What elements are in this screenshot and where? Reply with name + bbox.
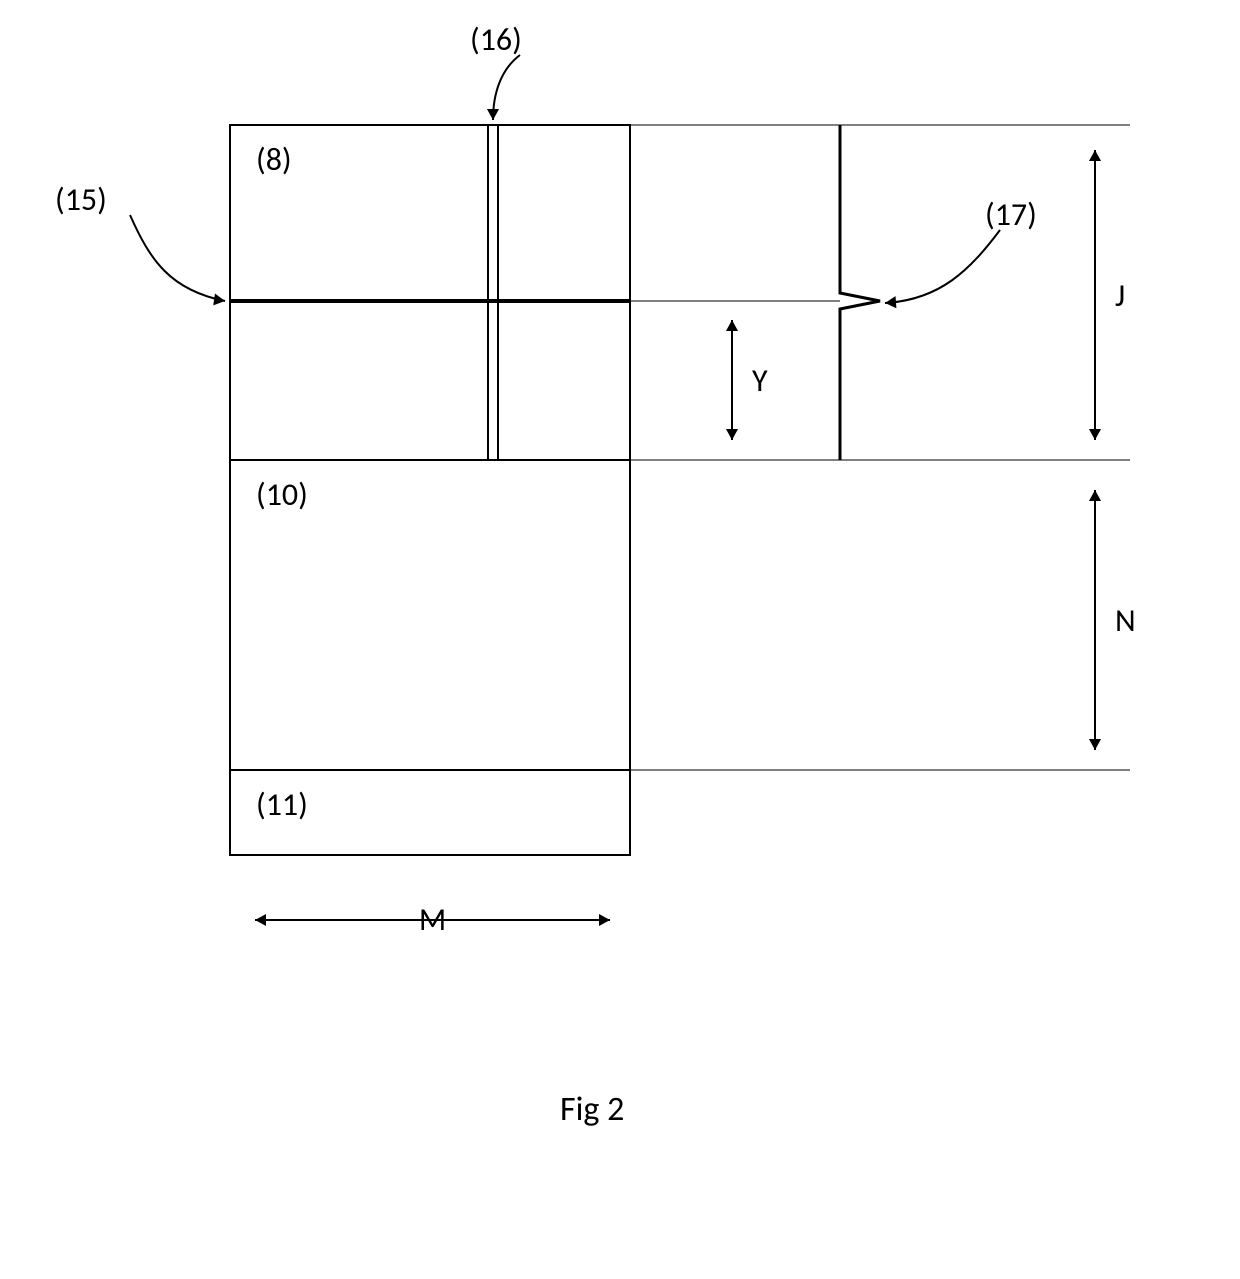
callout-label: (15): [55, 180, 107, 219]
arrowhead: [1089, 429, 1101, 440]
dim-label: Y: [752, 361, 768, 400]
dim-label: M: [419, 900, 446, 939]
arrowhead: [599, 914, 610, 926]
arrowhead: [726, 429, 738, 440]
arrowhead: [1089, 739, 1101, 750]
callout-label: (17): [985, 195, 1037, 234]
region-label: (8): [256, 140, 292, 179]
callout-leader: [885, 230, 1000, 303]
dim-label: J: [1115, 276, 1125, 315]
arrowhead: [1089, 150, 1101, 161]
arrowhead: [213, 293, 225, 305]
region-label: (11): [256, 785, 308, 824]
region-label: (10): [256, 475, 308, 514]
callout-label: (16): [470, 20, 522, 59]
figure-caption: Fig 2: [560, 1089, 624, 1130]
arrowhead: [1089, 490, 1101, 501]
arrowhead: [487, 109, 499, 120]
arrowhead: [255, 914, 266, 926]
arrowhead: [885, 296, 896, 308]
arrowhead: [726, 320, 738, 331]
dim-label: N: [1115, 601, 1136, 640]
profile-curve: [840, 125, 880, 460]
callout-leader: [130, 215, 225, 301]
